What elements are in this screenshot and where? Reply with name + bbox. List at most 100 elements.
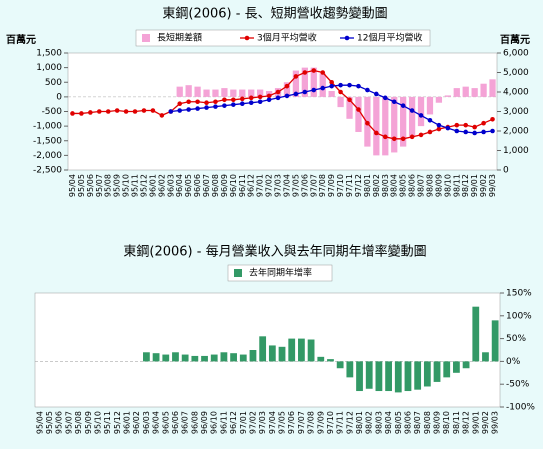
bar [172, 352, 179, 362]
bar [426, 96, 434, 115]
marker [195, 106, 200, 111]
marker [320, 70, 326, 75]
marker [132, 109, 138, 114]
x-tick-label: 98/01 [363, 174, 372, 197]
bar [310, 67, 317, 97]
legend-label: 12個月平均營收 [357, 32, 422, 44]
marker [490, 117, 495, 122]
bar [176, 86, 183, 97]
marker [409, 108, 415, 113]
legend-swatch [244, 35, 250, 41]
bar [400, 96, 407, 147]
bar [472, 306, 480, 362]
x-tick-label: 99/01 [470, 174, 479, 197]
x-tick-label: 95/10 [93, 411, 102, 434]
marker [302, 70, 308, 75]
marker [427, 117, 433, 123]
marker [213, 99, 218, 105]
x-tick-label: 98/09 [434, 174, 443, 197]
y-tick-label: 1,500 [36, 49, 62, 59]
x-tick-label: 95/06 [86, 174, 95, 197]
bar [414, 361, 422, 390]
marker [168, 109, 174, 114]
bar [328, 91, 335, 97]
y2-tick-label: 100% [506, 311, 532, 321]
x-tick-label: 96/09 [220, 174, 229, 197]
x-tick-label: 97/04 [268, 411, 277, 434]
bar [337, 96, 344, 108]
x-tick-label: 95/12 [113, 411, 122, 434]
bar [435, 96, 443, 103]
x-tick-label: 97/12 [354, 174, 363, 197]
marker [195, 99, 200, 105]
bar [433, 361, 441, 382]
bar [248, 89, 255, 97]
legend-swatch [142, 34, 150, 42]
marker [481, 129, 486, 135]
marker [374, 130, 379, 136]
x-tick-label: 97/08 [318, 174, 327, 197]
bar [317, 356, 325, 362]
x-tick-label: 96/07 [181, 411, 190, 434]
x-tick-label: 98/10 [443, 174, 452, 197]
y2-tick-label: 2,000 [503, 127, 529, 137]
x-tick-label: 96/05 [184, 174, 193, 197]
x-tick-label: 98/12 [462, 411, 471, 434]
x-tick-label: 98/05 [399, 174, 408, 197]
x-tick-label: 97/11 [345, 174, 354, 197]
marker [231, 97, 236, 103]
marker [356, 107, 361, 112]
marker [382, 134, 388, 140]
marker [239, 96, 245, 102]
marker [400, 103, 406, 108]
bar [336, 361, 344, 369]
x-tick-label: 99/02 [481, 411, 490, 434]
x-tick-label: 95/04 [68, 174, 77, 197]
x-tick-label: 95/10 [122, 174, 131, 197]
bar [298, 338, 305, 362]
y2-tick-label: 50% [506, 334, 526, 344]
marker [311, 68, 317, 73]
marker [222, 97, 227, 103]
bar [453, 88, 460, 97]
marker [177, 108, 183, 113]
x-tick-label: 98/03 [381, 174, 390, 197]
x-tick-label: 96/09 [200, 411, 209, 434]
y-tick-label: 0 [56, 92, 62, 102]
marker [204, 105, 209, 110]
x-tick-label: 96/01 [148, 174, 157, 197]
marker [356, 83, 361, 89]
x-tick-label: 96/03 [166, 174, 175, 197]
x-tick-label: 95/04 [35, 411, 44, 434]
y2-tick-label: 3,000 [503, 107, 529, 117]
marker [70, 111, 75, 116]
bar [385, 361, 392, 392]
bar [185, 85, 192, 97]
marker [365, 87, 370, 93]
x-tick-label: 96/02 [157, 174, 166, 197]
marker [105, 109, 111, 114]
x-tick-label: 96/04 [175, 174, 184, 197]
marker [374, 91, 379, 97]
x-tick-label: 96/08 [190, 411, 199, 434]
x-tick-label: 97/04 [282, 174, 291, 197]
x-tick-label: 96/03 [142, 411, 151, 434]
bar [394, 361, 402, 393]
x-tick-label: 95/08 [74, 411, 83, 434]
bar [212, 89, 219, 97]
marker [150, 108, 156, 113]
bar [480, 83, 487, 97]
bar [482, 352, 489, 362]
bar [259, 336, 267, 362]
x-tick-label: 96/12 [229, 411, 238, 434]
x-tick-label: 98/12 [461, 174, 470, 197]
bar [423, 361, 431, 387]
marker [490, 128, 495, 134]
y-tick-label: -2,500 [33, 166, 62, 176]
bar [194, 86, 201, 97]
marker [141, 108, 147, 113]
chart-title: 東鋼(2006) - 每月營業收入與去年同期年增率變動圖 [123, 244, 426, 260]
bar [268, 345, 276, 362]
x-tick-label: 96/10 [229, 174, 238, 197]
legend-label: 3個月平均營收 [257, 32, 317, 44]
